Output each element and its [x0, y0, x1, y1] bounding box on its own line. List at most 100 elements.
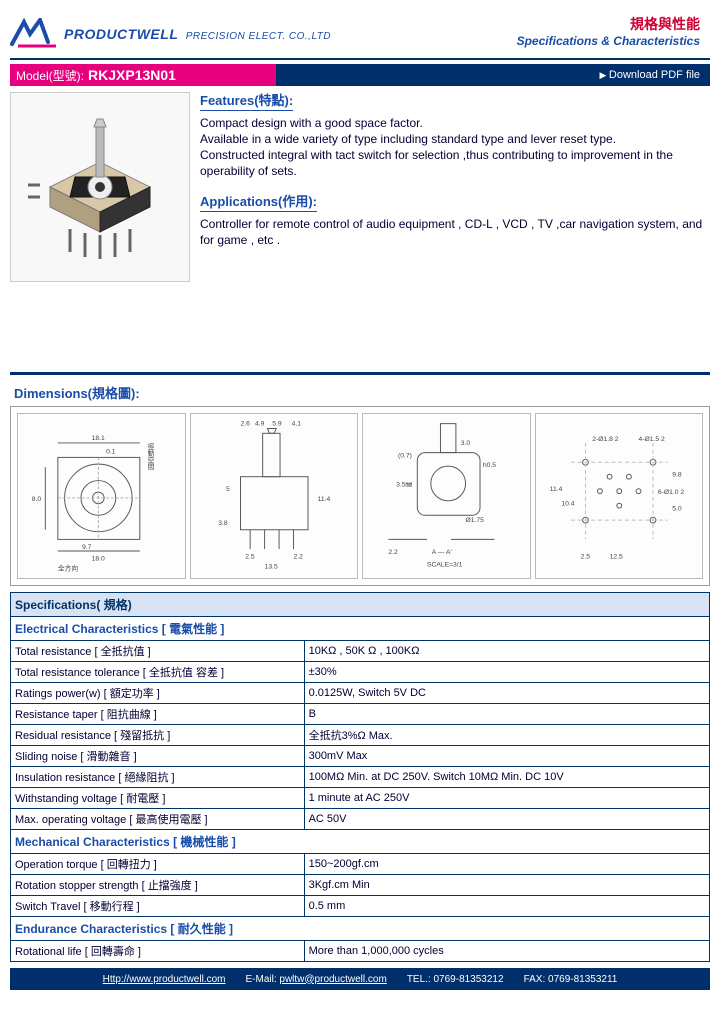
table-cell: Withstanding voltage [ 耐電壓 ] — [11, 788, 305, 809]
table-cell: AC 50V — [304, 809, 709, 830]
dim-label: 徑動空間 — [146, 442, 154, 471]
table-cell: Rotation stopper strength [ 止擋強度 ] — [11, 875, 305, 896]
table-cell: 10KΩ , 50K Ω , 100KΩ — [304, 641, 709, 662]
footer-email: E-Mail: pwltw@productwell.com — [245, 974, 386, 985]
dim-label: 6-Ø1.0 2 — [657, 489, 684, 496]
dim-label: 8.0 — [32, 496, 42, 503]
dim-label: 9.7 — [82, 544, 92, 551]
table-cell: Insulation resistance [ 絕緣阻抗 ] — [11, 767, 305, 788]
spec-category-header: Endurance Characteristics [ 耐久性能 ] — [10, 917, 710, 941]
table-cell: 0.0125W, Switch 5V DC — [304, 683, 709, 704]
table-cell: Ratings power(w) [ 額定功率 ] — [11, 683, 305, 704]
dim-label: 2.2 — [293, 554, 303, 561]
dim-label: 2.2 — [388, 549, 398, 556]
table-row: Ratings power(w) [ 額定功率 ]0.0125W, Switch… — [11, 683, 710, 704]
dim-label: 3.5㎜ — [396, 481, 412, 488]
top-section: Features(特點): Compact design with a good… — [10, 92, 710, 282]
table-row: Operation torque [ 回轉扭力 ]150~200gf.cm — [11, 854, 710, 875]
spec-category-header: Electrical Characteristics [ 電氣性能 ] — [10, 617, 710, 641]
dim-label: Ø1.75 — [466, 517, 485, 524]
company-logo — [10, 18, 58, 50]
table-cell: Total resistance [ 全抵抗值 ] — [11, 641, 305, 662]
dimensions-title: Dimensions(規格圖): — [10, 381, 710, 406]
table-cell: Operation torque [ 回轉扭力 ] — [11, 854, 305, 875]
model-value: RKJXP13N01 — [88, 67, 176, 83]
specs-title: Specifications( 規格) — [10, 592, 710, 617]
table-cell: 3Kgf.cm Min — [304, 875, 709, 896]
page-header: PRODUCTWELL PRECISION ELECT. CO.,LTD 規格與… — [10, 10, 710, 60]
download-pdf-link[interactable]: Download PDF file — [599, 69, 700, 81]
table-cell: 全抵抗3%Ω Max. — [304, 725, 709, 746]
dim-label: 5 — [226, 486, 230, 493]
dim-label: A — A' — [432, 549, 452, 556]
dim-label: 3.0 — [461, 440, 471, 447]
model-bar: Model(型號): RKJXP13N01 Download PDF file — [10, 64, 710, 86]
table-row: Insulation resistance [ 絕緣阻抗 ]100MΩ Min.… — [11, 767, 710, 788]
table-cell: 100MΩ Min. at DC 250V. Switch 10MΩ Min. … — [304, 767, 709, 788]
dim-label: 2.5 — [245, 554, 255, 561]
en-title: Specifications & Characteristics — [517, 34, 700, 48]
dim-label: 5.9 — [272, 421, 282, 428]
footer-bar: Http://www.productwell.com E-Mail: pwltw… — [10, 968, 710, 990]
dim-label: 2.5 — [580, 554, 590, 561]
diagram-view-1: 18.1 0.1 8.0 9.7 18.0 全方向 徑動空間 — [17, 413, 186, 579]
dim-label: 10.4 — [561, 501, 574, 508]
dim-label: 11.4 — [549, 486, 562, 493]
table-cell: Rotational life [ 回轉壽命 ] — [11, 941, 305, 962]
dim-label: 4.1 — [291, 421, 301, 428]
dim-label: 4-Ø1.5 2 — [638, 436, 665, 443]
applications-title: Applications(作用): — [200, 193, 317, 212]
dim-label: 4.9 — [254, 421, 264, 428]
section-divider — [10, 372, 710, 375]
table-cell: 300mV Max — [304, 746, 709, 767]
diagram-view-2: 2.6 4.9 5.9 4.1 11.4 13.5 5 3.8 2.5 2.2 — [190, 413, 359, 579]
footer-fax: FAX: 0769-81353211 — [524, 974, 618, 985]
table-cell: Max. operating voltage [ 最高使用電壓 ] — [11, 809, 305, 830]
table-cell: ±30% — [304, 662, 709, 683]
table-cell: B — [304, 704, 709, 725]
table-row: Sliding noise [ 滑動雜音 ]300mV Max — [11, 746, 710, 767]
diagram-view-3: 3.0 h0.5 Ø1.75 2.2 (0.7) 3.5㎜ A — A' SCA… — [362, 413, 531, 579]
table-row: Total resistance [ 全抵抗值 ]10KΩ , 50K Ω , … — [11, 641, 710, 662]
dim-label: 18.1 — [92, 435, 105, 442]
table-row: Residual resistance [ 殘留抵抗 ]全抵抗3%Ω Max. — [11, 725, 710, 746]
table-row: Max. operating voltage [ 最高使用電壓 ]AC 50V — [11, 809, 710, 830]
header-right: 規格與性能 Specifications & Characteristics — [517, 14, 700, 48]
text-section: Features(特點): Compact design with a good… — [200, 92, 710, 282]
table-cell: Total resistance tolerance [ 全抵抗值 容差 ] — [11, 662, 305, 683]
dim-label: (0.7) — [398, 452, 412, 459]
table-cell: 1 minute at AC 250V — [304, 788, 709, 809]
applications-body: Controller for remote control of audio e… — [200, 216, 710, 248]
features-title: Features(特點): — [200, 92, 293, 111]
footer-email-link[interactable]: pwltw@productwell.com — [279, 974, 386, 985]
features-body: Compact design with a good space factor.… — [200, 115, 710, 180]
table-row: Rotational life [ 回轉壽命 ]More than 1,000,… — [11, 941, 710, 962]
table-cell: Switch Travel [ 移動行程 ] — [11, 896, 305, 917]
table-row: Withstanding voltage [ 耐電壓 ]1 minute at … — [11, 788, 710, 809]
dim-label: 5.0 — [672, 505, 682, 512]
dim-label: 18.0 — [92, 556, 105, 563]
footer-url[interactable]: Http://www.productwell.com — [103, 974, 226, 985]
table-row: Total resistance tolerance [ 全抵抗值 容差 ]±3… — [11, 662, 710, 683]
dim-label: h0.5 — [483, 462, 496, 469]
table-row: Resistance taper [ 阻抗曲線 ]B — [11, 704, 710, 725]
table-row: Switch Travel [ 移動行程 ]0.5 mm — [11, 896, 710, 917]
dim-label: 12.5 — [609, 554, 622, 561]
dim-label: 9.8 — [672, 472, 682, 479]
table-cell: Residual resistance [ 殘留抵抗 ] — [11, 725, 305, 746]
dim-label: 2-Ø1.8 2 — [592, 436, 619, 443]
table-cell: Resistance taper [ 阻抗曲線 ] — [11, 704, 305, 725]
dim-label: 2.6 — [240, 421, 250, 428]
model-label: Model(型號): — [10, 67, 84, 84]
dimensions-diagram: 18.1 0.1 8.0 9.7 18.0 全方向 徑動空間 2.6 4.9 5… — [10, 406, 710, 586]
company-name: PRODUCTWELL PRECISION ELECT. CO.,LTD — [64, 26, 331, 42]
product-image — [10, 92, 190, 282]
dim-label: SCALE=3/1 — [427, 561, 463, 568]
table-cell: 150~200gf.cm — [304, 854, 709, 875]
dim-label: 3.8 — [218, 520, 228, 527]
cn-title: 規格與性能 — [517, 14, 700, 34]
specs-table: Electrical Characteristics [ 電氣性能 ]Total… — [10, 617, 710, 962]
table-row: Rotation stopper strength [ 止擋強度 ]3Kgf.c… — [11, 875, 710, 896]
table-cell: 0.5 mm — [304, 896, 709, 917]
table-cell: More than 1,000,000 cycles — [304, 941, 709, 962]
